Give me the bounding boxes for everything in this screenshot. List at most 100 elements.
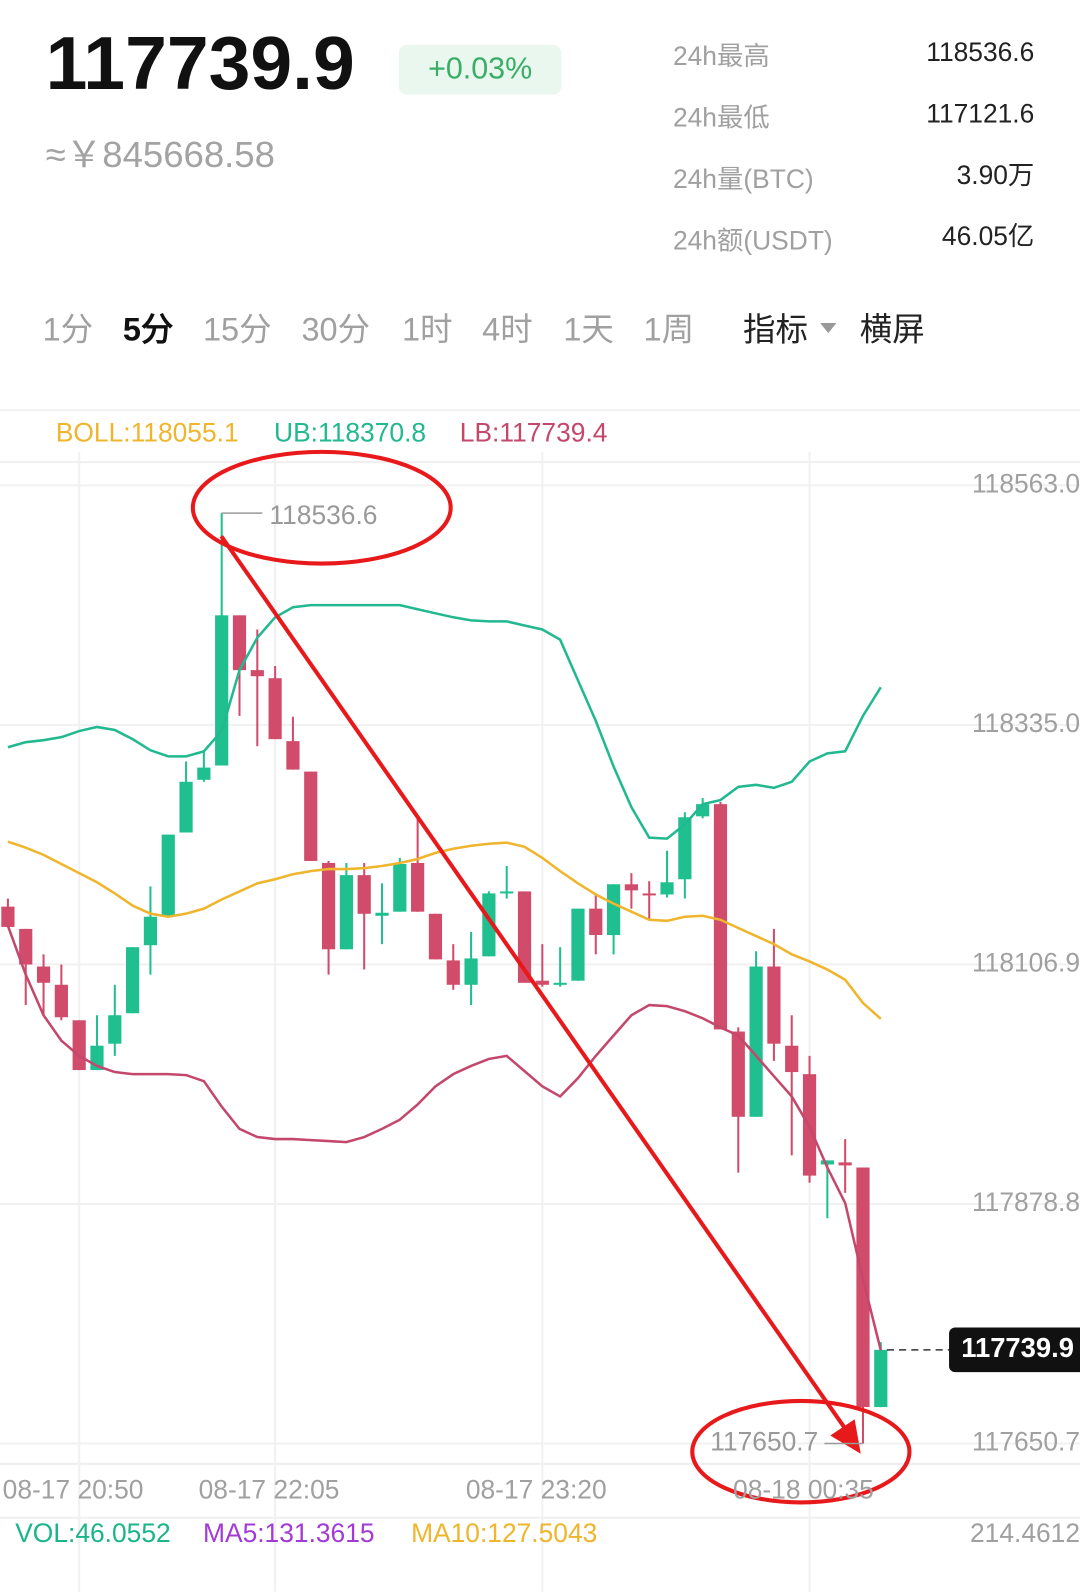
change-badge (398, 44, 562, 95)
candle-body (678, 817, 692, 880)
candle-body (304, 771, 318, 861)
candle-body (856, 1167, 870, 1408)
interval-tab[interactable]: 30分 (301, 312, 370, 348)
stat-label: 24h量(BTC) (673, 164, 814, 194)
interval-tab[interactable]: 1天 (563, 312, 614, 348)
indicator-line (7, 603, 882, 840)
stat-value: 117121.6 (926, 98, 1034, 128)
candle-body (126, 947, 140, 1014)
last-price-tag (949, 1327, 1080, 1373)
circle-mark (190, 449, 453, 566)
candle-body (606, 884, 621, 936)
landscape-tab[interactable]: 横屏 (860, 312, 925, 348)
candle-body (464, 958, 478, 985)
interval-tab[interactable]: 15分 (203, 312, 272, 348)
candle-body (642, 893, 656, 896)
stat-value: 46.05亿 (942, 221, 1034, 251)
y-tick-label: 118563.0 (972, 468, 1080, 498)
candle-body (535, 980, 549, 985)
candle-body (232, 615, 247, 671)
candle-body (713, 804, 728, 1030)
candle-body (36, 966, 51, 983)
interval-tab[interactable]: 1周 (644, 312, 695, 348)
x-tick-label: 08-17 20:50 (3, 1474, 144, 1504)
arrow-line (219, 534, 851, 1435)
x-tick-label: 08-18 00:35 (733, 1474, 874, 1504)
change: +0.03% (428, 51, 532, 85)
low-label: 117650.7 (710, 1426, 818, 1456)
candle-body (268, 678, 282, 740)
indicator-line (7, 840, 882, 1020)
circle-mark (690, 1398, 912, 1505)
candle-body (54, 984, 68, 1018)
stat-label: 24h额(USDT) (673, 225, 833, 255)
candle-body (660, 882, 674, 895)
interval-tab[interactable]: 4时 (482, 312, 533, 348)
candle-body (571, 908, 585, 981)
interval-tab[interactable]: 5分 (123, 312, 174, 348)
arrow-head (830, 1419, 861, 1454)
volume-axis-label: 214.4612 (970, 1518, 1080, 1548)
candle-body (161, 834, 175, 917)
y-tick-label: 117878.8 (972, 1187, 1080, 1217)
last-price: 117739.9 (961, 1332, 1074, 1363)
candle-body (72, 1020, 86, 1071)
candle-body (731, 1031, 745, 1117)
candle-body (411, 862, 425, 912)
y-tick-label: 118106.9 (972, 947, 1080, 977)
y-tick-label: 117650.7 (972, 1426, 1080, 1456)
dropdown-icon[interactable] (820, 322, 837, 334)
candle-body (143, 916, 158, 946)
indicator-legend: UB:118370.8 (274, 418, 426, 448)
candle-body (375, 912, 389, 916)
candle-body (767, 966, 781, 1044)
high-label: 118536.6 (269, 500, 377, 530)
indicator-tab[interactable]: 指标 (743, 312, 808, 348)
interval-tab[interactable]: 1分 (43, 312, 94, 348)
candle-body (339, 875, 353, 950)
candle-body (428, 913, 443, 960)
volume-legend: MA5:131.3615 (203, 1518, 375, 1548)
candle-body (19, 928, 33, 965)
indicator-legend: LB:117739.4 (460, 418, 608, 448)
indicator-legend: BOLL:118055.1 (56, 418, 239, 448)
price: 117739.9 (46, 21, 355, 105)
candle-body (250, 670, 264, 677)
interval-tab[interactable]: 1时 (402, 312, 453, 348)
candle-body (108, 1015, 122, 1044)
candle-body (749, 966, 763, 1117)
stat-value: 3.90万 (957, 160, 1035, 190)
candle-body (820, 1160, 834, 1165)
candle-body (589, 908, 603, 936)
candle-body (553, 982, 567, 985)
indicator-line (6, 925, 883, 1351)
candle-body (500, 891, 514, 894)
candle-body (321, 862, 336, 950)
candle-body (785, 1045, 799, 1073)
candle-body (179, 781, 193, 833)
candle-body (215, 615, 229, 766)
stat-label: 24h最低 (673, 102, 770, 132)
stat-value: 118536.6 (926, 37, 1034, 67)
candle-body (838, 1162, 852, 1166)
candle-body (874, 1349, 888, 1408)
candle-body (286, 741, 300, 770)
stat-label: 24h最高 (673, 41, 770, 71)
candle-body (624, 884, 639, 891)
x-tick-label: 08-17 22:05 (199, 1474, 340, 1504)
candle-body (517, 891, 532, 983)
volume-legend: VOL:46.0552 (15, 1518, 170, 1548)
volume-legend: MA10:127.5043 (411, 1518, 597, 1548)
candle-body (357, 875, 371, 914)
x-tick-label: 08-17 23:20 (466, 1474, 607, 1504)
user-drawing (190, 449, 912, 1505)
y-tick-label: 118335.0 (972, 708, 1080, 738)
converted-price: ≈￥845668.58 (46, 134, 275, 175)
candle-body (446, 960, 460, 985)
candle-body (482, 893, 496, 957)
candle-body (197, 767, 211, 780)
candle-body (393, 864, 407, 912)
